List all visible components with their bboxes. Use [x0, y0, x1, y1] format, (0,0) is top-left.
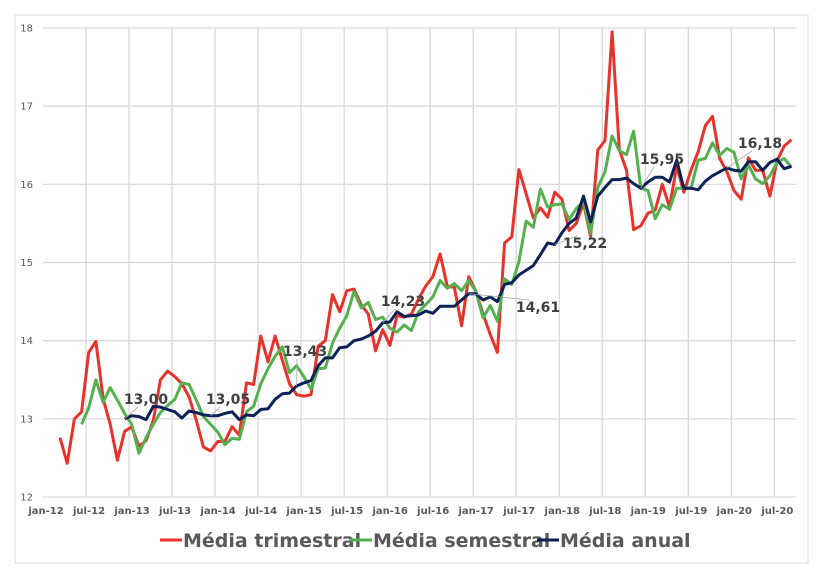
- annotation-leader: [554, 235, 578, 245]
- series-line-3: [123, 157, 792, 422]
- annotation-label: 13,05: [206, 392, 250, 408]
- gridlines: [43, 27, 796, 498]
- y-tick-label: 18: [20, 24, 33, 35]
- series-lines: [58, 30, 793, 465]
- x-tick-label: jul-14: [244, 506, 277, 517]
- annotation-label: 14,61: [516, 300, 560, 316]
- annotation-label: 13,00: [124, 392, 169, 408]
- x-tick-label: jul-18: [588, 506, 621, 517]
- y-tick-label: 14: [20, 336, 33, 347]
- legend-label: Média trimestral: [183, 530, 361, 552]
- x-tick-label: jan-12: [27, 506, 63, 517]
- y-tick-label: 13: [20, 414, 33, 425]
- annotation-label: 13,43: [283, 344, 327, 360]
- annotation-leader: [640, 166, 655, 189]
- x-tick-label: jul-12: [72, 506, 105, 517]
- y-tick-label: 16: [20, 180, 33, 191]
- legend-label: Média anual: [560, 530, 691, 552]
- annotation-leader: [124, 406, 139, 420]
- legend-label: Média semestral: [373, 530, 550, 552]
- x-tick-label: jul-15: [330, 506, 363, 517]
- x-tick-label: jan-18: [544, 506, 580, 517]
- annotation-label: 16,18: [738, 136, 782, 152]
- x-tick-label: jan-13: [113, 506, 149, 517]
- annotation-label: 15,95: [640, 152, 684, 168]
- x-tick-label: jan-16: [371, 506, 407, 517]
- y-tick-label: 17: [20, 102, 33, 113]
- x-tick-label: jan-19: [630, 506, 666, 517]
- x-tick-label: jul-20: [760, 506, 793, 517]
- annotation-leader: [726, 150, 753, 169]
- annotation-label: 14,23: [381, 294, 425, 310]
- x-tick-label: jan-20: [716, 506, 752, 517]
- annotation-leader: [210, 406, 221, 417]
- x-axis-ticks: jan-12 jul-12 jan-13 jul-13 jan-14 jul-14 jan-…: [27, 506, 793, 517]
- y-tick-label: 12: [20, 493, 33, 504]
- x-tick-label: jan-17: [458, 506, 494, 517]
- x-tick-label: jul-16: [416, 506, 449, 517]
- legend: Média trimestral Média semestral Média anu…: [160, 530, 691, 552]
- y-tick-label: 15: [20, 258, 33, 269]
- x-tick-label: jul-19: [674, 506, 707, 517]
- annotation-label: 15,22: [563, 236, 607, 252]
- x-tick-label: jul-17: [502, 506, 535, 517]
- annotations: 13,00 13,05 13,43 14,23 14,61 15,22 15,95 16,18: [124, 136, 782, 420]
- annotation-leader: [468, 293, 531, 301]
- x-tick-label: jan-15: [285, 506, 321, 517]
- x-tick-label: jul-13: [158, 506, 191, 517]
- x-tick-label: jan-14: [199, 506, 235, 517]
- annotation-leader: [382, 308, 396, 323]
- y-axis-ticks: 12 13 14 15 16 17 18: [20, 24, 33, 504]
- chart-border: [14, 14, 809, 564]
- series-line-2: [80, 129, 793, 455]
